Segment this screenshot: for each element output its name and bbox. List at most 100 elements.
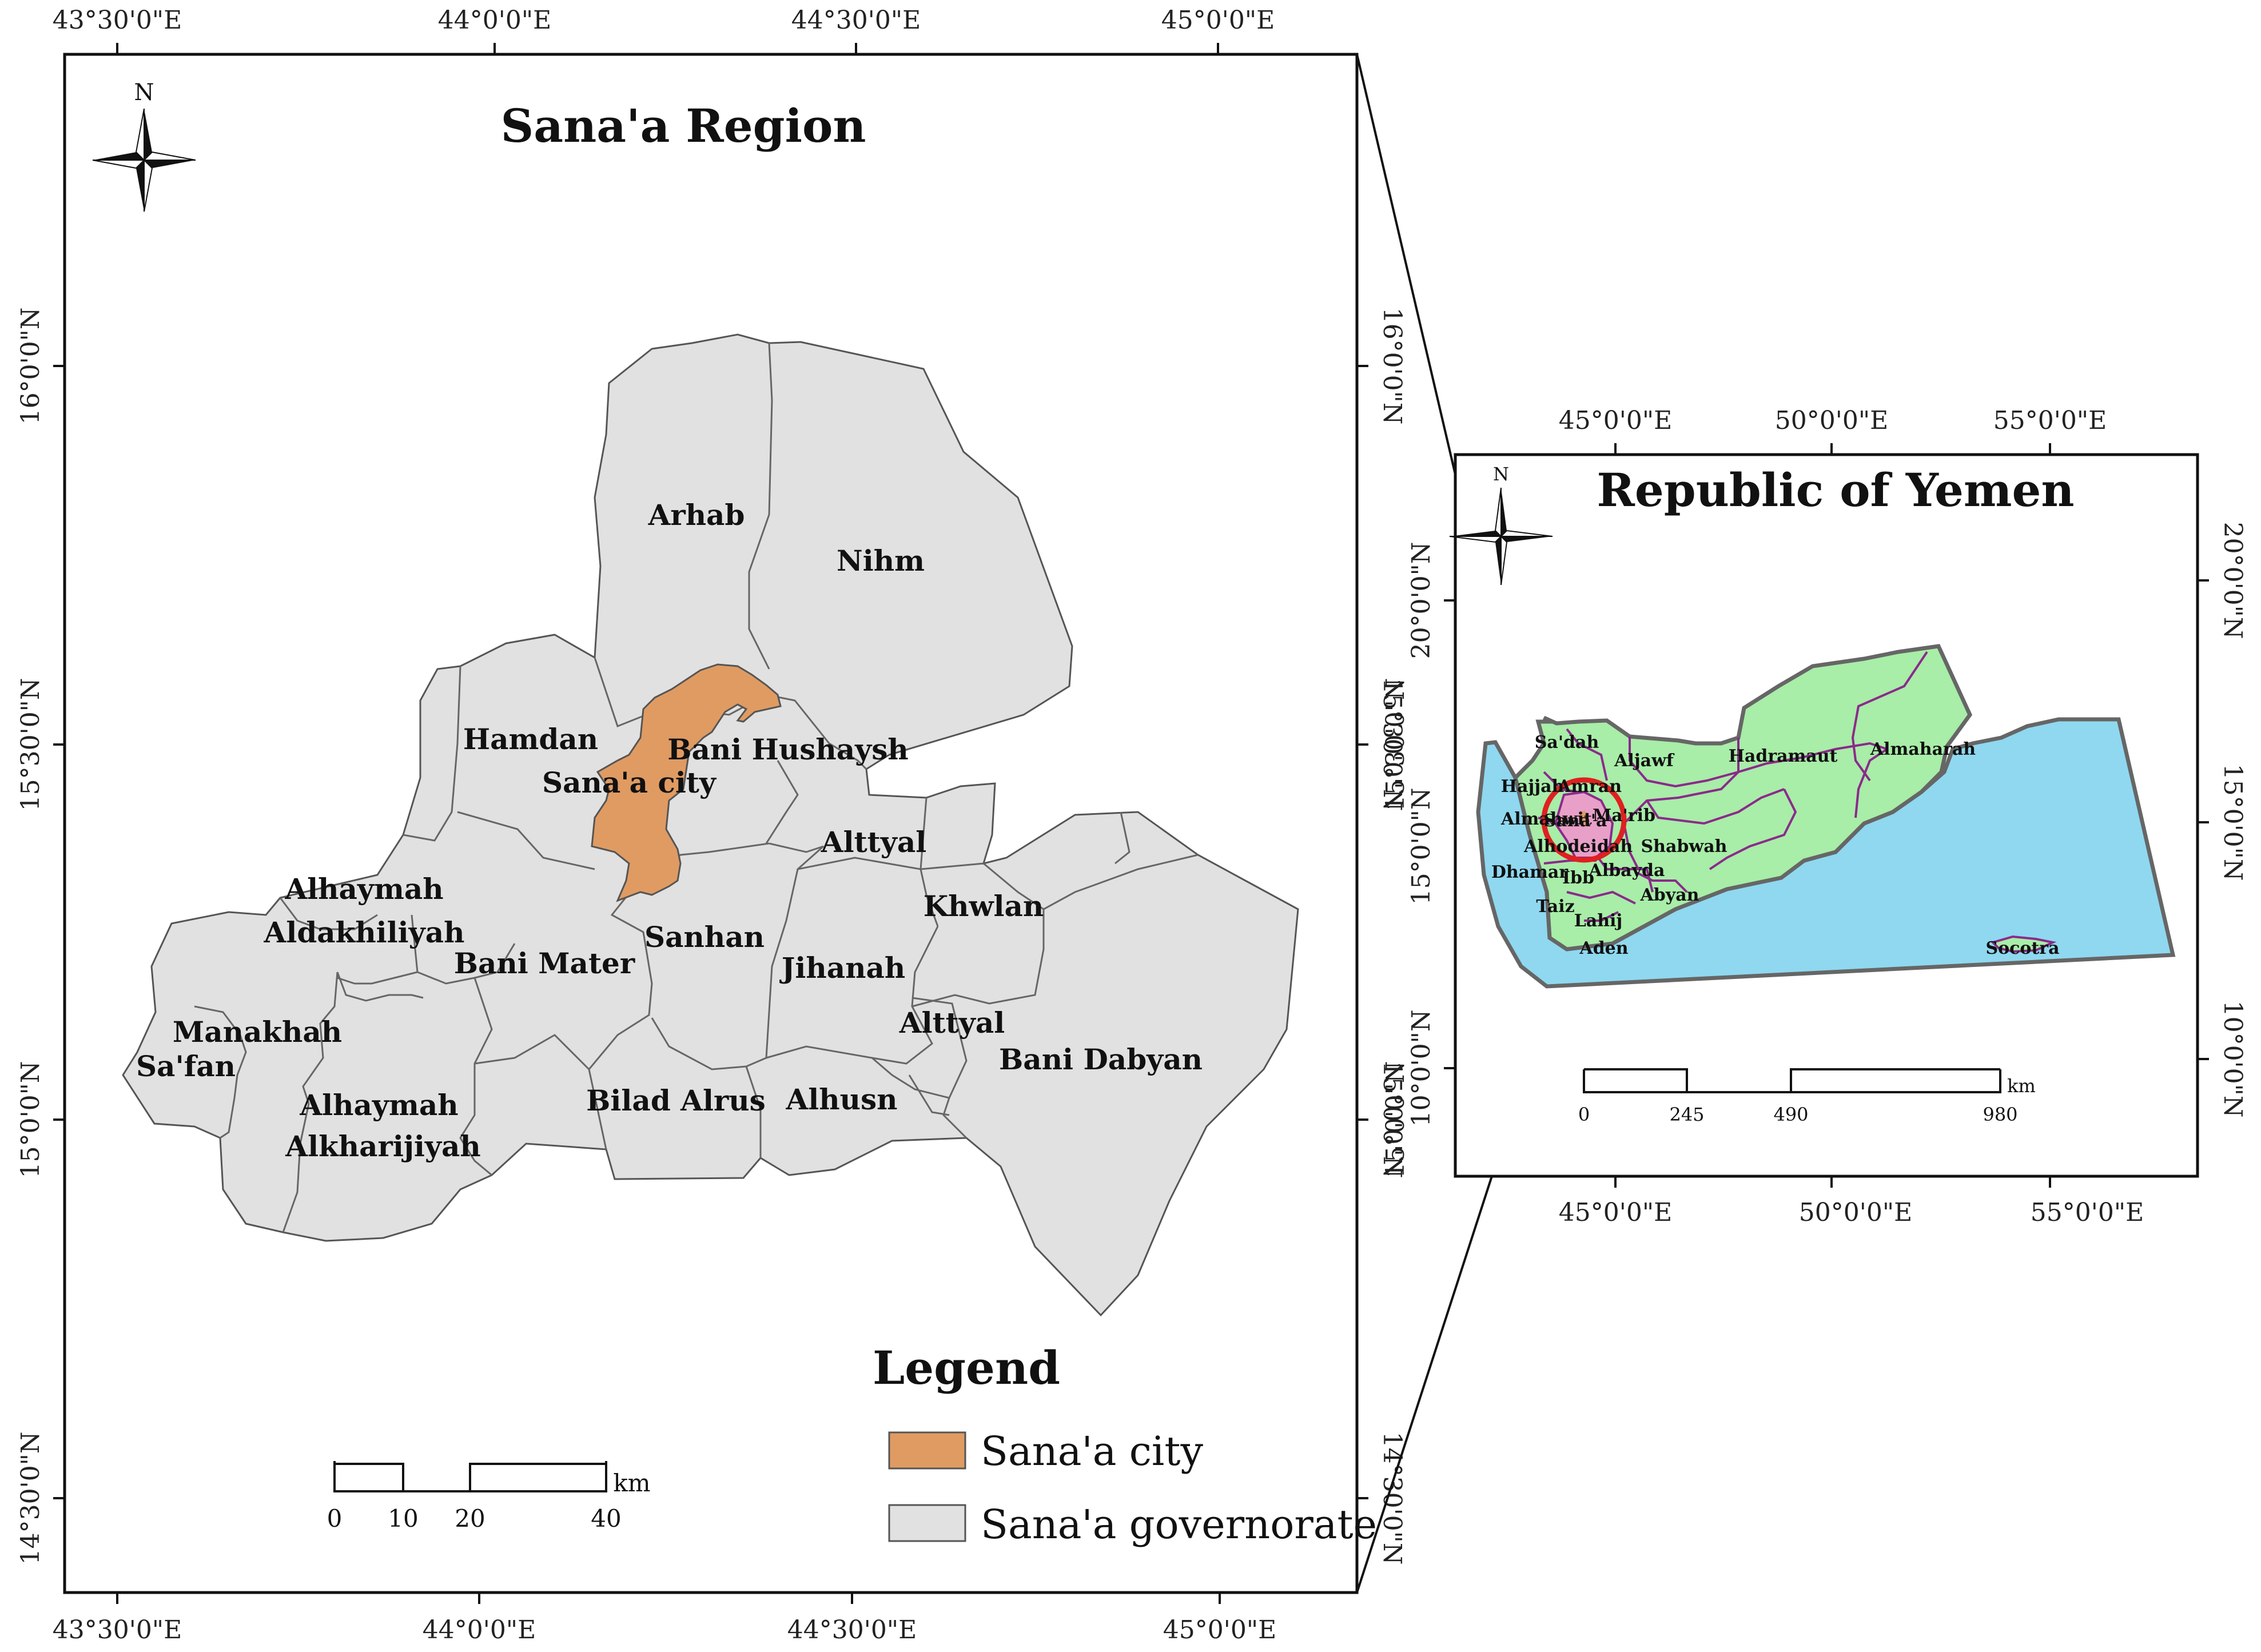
lat-label-right-2: 15°30'0"N — [1378, 678, 1407, 811]
gov-label-sadah: Sa'dah — [1535, 733, 1599, 753]
district-label-bilad-alrus: Bilad Alrus — [586, 1084, 766, 1117]
inset-north-arrow-icon: N — [1449, 463, 1553, 586]
district-label-nihm: Nihm — [837, 544, 925, 578]
gov-label-socotra: Socotra — [1985, 938, 2059, 958]
lon-label-top-3: 44°30'0"E — [791, 6, 921, 35]
lat-label-right-3: 15°0'0"N — [1378, 1061, 1407, 1179]
inset-lat-label-left-1: 20°0'0"N — [1407, 542, 1436, 659]
legend-swatch-governorate — [888, 1504, 966, 1542]
inset-lat-label-right-2: 15°0'0"N — [2218, 764, 2247, 881]
inset-map: 45°0'0"E 50°0'0"E 55°0'0"E 45°0'0"E 50°0… — [1381, 406, 2247, 1227]
inset-scale-bar: 0 245 490 980 km — [1578, 1068, 2036, 1125]
district-label-bani-mater: Bani Mater — [454, 946, 635, 980]
lat-label-left-1: 16°0'0"N — [16, 308, 45, 425]
scale-label-0: 0 — [327, 1504, 343, 1532]
lat-label-left-3: 15°0'0"N — [16, 1061, 45, 1179]
inset-lat-label-left-4: 10°0'0"N — [1407, 1010, 1436, 1127]
lat-label-left-4: 14°30'0"N — [16, 1432, 45, 1565]
inset-scale-label-0: 0 — [1578, 1104, 1590, 1125]
inset-north-label: N — [1493, 463, 1509, 485]
north-arrow-icon: N — [92, 79, 196, 212]
inset-lat-label-right-3: 10°0'0"N — [2218, 1001, 2247, 1118]
lon-label-bottom-1: 43°30'0"E — [53, 1615, 182, 1645]
district-label-hamdan: Hamdan — [463, 722, 598, 756]
district-label-khwlan: Khwlan — [923, 889, 1044, 923]
lon-label-top-4: 45°0'0"E — [1161, 6, 1275, 35]
inset-lon-label-bottom-1: 45°0'0"E — [1559, 1198, 1672, 1227]
legend-label-governorate: Sana'a governorate — [981, 1501, 1377, 1548]
legend: Legend Sana'a city Sana'a governorate — [873, 1341, 1377, 1548]
inset-lon-label-top-2: 50°0'0"E — [1775, 406, 1888, 435]
district-label-manakhah: Manakhah — [173, 1015, 342, 1049]
inset-scale-label-245: 245 — [1669, 1104, 1704, 1125]
gov-label-aden: Aden — [1579, 938, 1628, 958]
lon-label-bottom-4: 45°0'0"E — [1163, 1615, 1276, 1645]
sanaa-governorate-outline — [122, 333, 1299, 1317]
gov-label-ibb: Ibb — [1562, 868, 1594, 888]
scale-label-20: 20 — [455, 1504, 485, 1532]
gov-label-hadramaut: Hadramaut — [1729, 746, 1838, 766]
inset-lat-label-left-2: 15°30'0"N — [1381, 678, 1410, 811]
district-label-alttyal-south: Alttyal — [899, 1006, 1005, 1040]
inset-scale-unit: km — [2007, 1075, 2036, 1097]
inset-lon-label-bottom-3: 55°0'0"E — [2031, 1198, 2144, 1227]
scale-label-40: 40 — [591, 1504, 621, 1532]
district-label-alhaymah-kharijiyah-1: Alhaymah — [299, 1088, 458, 1122]
north-label: N — [134, 79, 154, 106]
district-label-sanhan: Sanhan — [644, 920, 765, 954]
gov-label-dhamar: Dhamar — [1491, 862, 1569, 882]
main-scale-bar: 0 10 20 40 km — [327, 1461, 651, 1532]
gov-label-abyan: Abyan — [1640, 885, 1699, 905]
district-label-alhaymah-kharijiyah-2: Alkharijiyah — [285, 1129, 480, 1163]
legend-title: Legend — [873, 1341, 1060, 1395]
inset-lon-label-top-1: 45°0'0"E — [1559, 406, 1672, 435]
district-label-jihanah: Jihanah — [779, 951, 906, 985]
district-label-arhab: Arhab — [648, 498, 745, 532]
lon-label-top-2: 44°0'0"E — [438, 6, 551, 35]
gov-label-shabwah: Shabwah — [1641, 837, 1727, 857]
inset-scale-label-980: 980 — [1983, 1104, 2017, 1125]
main-map-title: Sana'a Region — [500, 99, 866, 153]
inset-lon-label-top-3: 55°0'0"E — [1993, 406, 2107, 435]
sanaa-highlight-circle — [1541, 777, 1627, 863]
lat-label-left-2: 15°30'0"N — [16, 678, 45, 811]
scale-label-10: 10 — [388, 1504, 418, 1532]
district-label-safan: Sa'fan — [136, 1049, 236, 1083]
legend-swatch-city — [888, 1431, 966, 1470]
inset-lat-label-left-5: 15°0'0"N — [1381, 1061, 1410, 1179]
gov-label-taiz: Taiz — [1536, 897, 1574, 917]
district-label-bani-dabyan: Bani Dabyan — [999, 1042, 1203, 1076]
gov-label-marib: Ma'rib — [1593, 806, 1655, 826]
gov-label-aljawf: Aljawf — [1614, 751, 1675, 771]
gov-label-alhodeidah: Alhodeidah — [1523, 837, 1633, 857]
lon-label-bottom-2: 44°0'0"E — [423, 1615, 536, 1645]
gov-label-albayda: Albayda — [1589, 861, 1665, 881]
gov-label-sanaa: Sana'a — [1544, 811, 1607, 831]
lon-label-bottom-3: 44°30'0"E — [787, 1615, 917, 1645]
scale-unit: km — [613, 1469, 650, 1497]
district-label-alhusn: Alhusn — [786, 1082, 898, 1116]
legend-label-city: Sana'a city — [981, 1428, 1203, 1475]
sanaa-city-area — [591, 663, 782, 902]
governorate-districts — [122, 333, 1299, 1317]
lon-label-top-1: 43°30'0"E — [53, 6, 182, 35]
district-label-bani-hushaysh: Bani Hushaysh — [667, 733, 908, 766]
inset-map-title: Republic of Yemen — [1597, 463, 2074, 517]
district-label-alttyal-north: Alttyal — [821, 825, 926, 859]
sanaa-city-marker — [1579, 811, 1587, 826]
inset-lat-label-left-3: 15°0'0"N — [1407, 788, 1436, 905]
district-label-alhaymah-dakhiliyah-1: Alhaymah — [284, 872, 443, 906]
district-label-sanaa-city: Sana'a city — [542, 766, 717, 799]
lat-label-right-1: 16°0'0"N — [1378, 308, 1407, 425]
district-label-alhaymah-dakhiliyah-2: Aldakhiliyah — [264, 915, 465, 949]
main-map: 43°30'0"E 44°0'0"E 44°30'0"E 45°0'0"E 43… — [16, 6, 1407, 1645]
inset-lon-label-bottom-2: 50°0'0"E — [1799, 1198, 1912, 1227]
gov-label-hajjah: Hajjah — [1501, 777, 1565, 797]
gov-label-amran: Amran — [1557, 777, 1622, 797]
gov-label-almaharah: Almaharah — [1870, 739, 1976, 759]
inset-scale-label-490: 490 — [1773, 1104, 1808, 1125]
gov-label-lahij: Lahij — [1574, 911, 1623, 931]
gov-label-almahwit: Almahwit — [1500, 809, 1592, 829]
socotra-island — [1991, 935, 2057, 953]
inset-lat-label-right-1: 20°0'0"N — [2218, 522, 2247, 639]
